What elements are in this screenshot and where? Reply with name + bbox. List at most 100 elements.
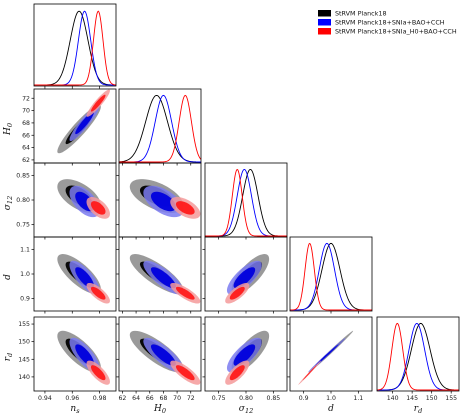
contour-68-2 <box>175 201 195 215</box>
marginal-curve-0 <box>377 322 459 391</box>
y-tick-label: 64 <box>22 145 30 152</box>
contour-68-1 <box>75 267 94 289</box>
legend-swatch-1 <box>318 19 331 26</box>
panel-H0-rd: 62 64 66 68 70 72 <box>116 316 202 402</box>
x-tick-label: 66 <box>146 395 154 402</box>
x-tick-label: 0.85 <box>266 395 280 402</box>
y-tick-label: 1.1 <box>20 246 30 253</box>
panel-ns-s12: 0.75 0.80 0.85 <box>16 162 117 240</box>
marginal-curve-2 <box>290 242 372 311</box>
contour-68-2 <box>229 365 245 381</box>
x-tick-label: 0.94 <box>38 395 52 402</box>
contour-68-2 <box>90 365 106 381</box>
x-tick-label: 1.0 <box>326 395 336 402</box>
x-axis-label-s12: σ12 <box>239 404 253 415</box>
contour-68-2 <box>175 286 195 300</box>
x-tick-label: 68 <box>159 395 167 402</box>
panel-H0 <box>118 88 202 166</box>
legend-label-0: StRVM Planck18 <box>335 10 387 18</box>
contour-68-2 <box>90 286 106 300</box>
y-tick-label: 0.75 <box>16 222 30 229</box>
y-tick-label: 145 <box>18 356 30 363</box>
y-axis-label-rd: rd <box>3 353 14 361</box>
y-tick-label: 0.80 <box>16 197 30 204</box>
panel-d-rd: 0.9 1.0 1.1 <box>287 316 373 402</box>
marginal-curve-0 <box>205 168 287 237</box>
x-tick-label: 155 <box>445 395 457 402</box>
x-axis-label-d: d <box>328 404 334 414</box>
contour-68-1 <box>150 344 176 366</box>
panel-s12-rd: 0.75 0.80 0.85 <box>202 316 288 402</box>
panel-s12-d <box>202 236 288 314</box>
panel-s12 <box>204 162 288 240</box>
x-tick-label: 1.1 <box>353 395 363 402</box>
contour-68-1 <box>233 344 256 366</box>
marginal-curve-1 <box>290 242 372 311</box>
panel-ns-H0: 62 64 66 68 70 72 <box>22 88 117 166</box>
panel-frame <box>33 316 117 392</box>
x-tick-label: 0.9 <box>299 395 309 402</box>
legend-label-1: StRVM Planck18+SNIa+BAO+CCH <box>335 19 445 27</box>
y-tick-label: 0.9 <box>20 296 30 303</box>
panel-frame <box>289 236 373 312</box>
x-tick-label: 64 <box>132 395 140 402</box>
legend-swatch-0 <box>318 10 331 17</box>
contour-68-2 <box>175 365 195 381</box>
y-tick-label: 66 <box>22 132 30 139</box>
y-axis-label-H0: H0 <box>3 123 14 136</box>
y-tick-label: 140 <box>18 374 30 381</box>
y-axis-label-d: d <box>3 274 13 280</box>
x-tick-label: 72 <box>187 395 195 402</box>
panel-ns-rd: 0.94 0.96 0.98 140 145 150 155 <box>18 316 117 402</box>
x-tick-label: 140 <box>387 395 399 402</box>
x-tick-label: 70 <box>173 395 181 402</box>
contour-68-1 <box>150 267 176 289</box>
marginal-curve-2 <box>119 94 201 163</box>
legend-swatch-2 <box>318 28 331 35</box>
x-tick-label: 0.96 <box>65 395 79 402</box>
legend-label-2: StRVM Planck18+SNIa_H0+BAO+CCH <box>335 28 457 36</box>
contour-68-1 <box>75 111 94 135</box>
contour-68-1 <box>150 191 176 212</box>
contour-68-1 <box>75 344 94 366</box>
panel-d <box>289 236 373 314</box>
marginal-curve-2 <box>34 10 116 86</box>
y-tick-label: 72 <box>22 95 30 102</box>
x-tick-label: 0.80 <box>239 395 253 402</box>
x-axis-label-ns: ns <box>70 404 80 415</box>
panel-H0-d <box>116 236 202 314</box>
y-tick-label: 155 <box>18 321 30 328</box>
panel-H0-s12 <box>116 162 202 240</box>
contour-68-2 <box>90 201 106 215</box>
y-tick-label: 68 <box>22 120 30 127</box>
panel-frame <box>204 162 288 238</box>
x-tick-label: 150 <box>426 395 438 402</box>
contour-68-1 <box>233 267 256 289</box>
y-tick-label: 150 <box>18 339 30 346</box>
x-axis-label-rd: rd <box>414 404 422 415</box>
contour-68-2 <box>302 365 317 381</box>
panel-frame <box>376 316 460 392</box>
panel-rd: 140 145 150 155 <box>376 316 460 402</box>
marginal-curve-2 <box>205 168 287 237</box>
x-axis-label-H0: H0 <box>153 404 166 415</box>
y-tick-label: 62 <box>22 157 30 164</box>
marginal-curve-1 <box>377 322 459 391</box>
y-tick-label: 1.0 <box>20 271 30 278</box>
y-tick-label: 0.85 <box>16 172 30 179</box>
y-tick-label: 70 <box>22 108 30 115</box>
y-axis-label-s12: σ12 <box>3 196 14 210</box>
panel-frame <box>33 3 117 87</box>
x-tick-label: 0.75 <box>212 395 226 402</box>
contour-68-1 <box>315 344 339 366</box>
panel-ns-d: 0.9 1.0 1.1 <box>20 236 117 314</box>
contour-68-2 <box>229 286 245 300</box>
panel-frame <box>118 316 202 392</box>
x-tick-label: 0.98 <box>93 395 107 402</box>
x-tick-label: 62 <box>118 395 126 402</box>
x-tick-label: 145 <box>406 395 418 402</box>
contour-68-2 <box>90 94 106 112</box>
marginal-curve-2 <box>377 322 459 391</box>
